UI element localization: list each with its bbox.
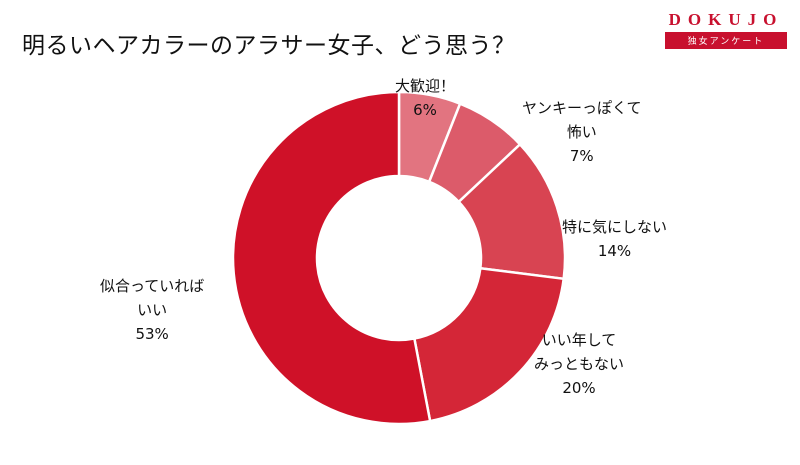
- slice-label-1: ヤンキーっぽくて 怖い 7%: [522, 96, 642, 168]
- donut-slice-4: [231, 90, 432, 426]
- percent-label: 7%: [569, 147, 594, 165]
- slice-label-2: 特に気にしない 14%: [562, 215, 667, 263]
- category-label: 似合っていれば いい: [100, 277, 205, 319]
- slice-label-0: 大歓迎！ 6%: [395, 74, 455, 122]
- category-label: 特に気にしない: [562, 218, 668, 236]
- percent-label: 6%: [413, 101, 437, 119]
- percent-label: 20%: [562, 379, 596, 397]
- slice-label-4: 似合っていれば いい 53%: [100, 274, 204, 346]
- category-label: ヤンキーっぽくて 怖い: [522, 99, 642, 141]
- percent-label: 53%: [135, 325, 169, 343]
- page-title: 明るいヘアカラーのアラサー女子、どう思う？: [22, 33, 516, 59]
- category-label: いい年して みっともない: [534, 331, 625, 373]
- logo-word: DOKUJO: [668, 10, 784, 29]
- logo-subtitle: 独女アンケート: [665, 32, 787, 49]
- slice-label-3: いい年して みっともない 20%: [534, 328, 624, 400]
- percent-label: 14%: [597, 242, 632, 260]
- dokujo-logo: DOKUJO 独女アンケート: [665, 10, 787, 49]
- donut-slice-3: [412, 266, 566, 423]
- category-label: 大歓迎！: [395, 77, 456, 95]
